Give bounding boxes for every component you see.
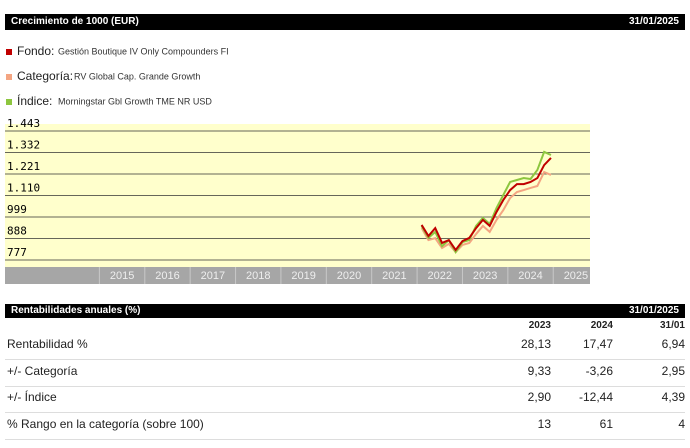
y-tick-label: 1.110 [7, 182, 40, 195]
x-tick-label: 2019 [291, 270, 315, 282]
row-label: +/- Índice [7, 390, 57, 404]
legend-swatch [6, 74, 12, 80]
series-line [420, 157, 552, 252]
column-header: 2023 [528, 320, 551, 331]
chart-header: Crecimiento de 1000 (EUR) 31/01/2025 [5, 14, 685, 30]
cell-value: 28,13 [520, 337, 551, 351]
cell-value: 17,47 [582, 337, 613, 351]
y-tick-label: 888 [7, 225, 27, 238]
series-line [420, 170, 552, 254]
x-tick-label: 2018 [246, 270, 270, 282]
row-label: % Rango en la categoría (sobre 100) [7, 416, 204, 431]
chart-title: Crecimiento de 1000 (EUR) [11, 16, 139, 27]
table-header: Rentabilidades anuales (%) 31/01/2025 [5, 304, 685, 318]
table-title: Rentabilidades anuales (%) [11, 305, 141, 316]
x-tick-label: 2015 [110, 270, 134, 282]
x-tick-label: 2024 [518, 270, 542, 282]
cell-value: 2,95 [661, 363, 685, 378]
table-date: 31/01/2025 [628, 305, 679, 316]
chart: Fondo: Gestión Boutique IV Only Compounde… [5, 44, 590, 284]
x-tick-label: 2021 [382, 270, 406, 282]
cell-value: 2,90 [527, 390, 551, 404]
cell-value: 6,94 [661, 337, 685, 351]
legend-name: Gestión Boutique IV Only Compounders FI [58, 46, 229, 56]
legend-name: Morningstar Gbl Growth TME NR USD [58, 96, 212, 106]
row-label: Rentabilidad % [7, 337, 88, 351]
column-header: 2024 [590, 320, 613, 331]
cell-value: 13 [537, 416, 551, 431]
x-tick-label: 2025 [564, 270, 588, 282]
legend-swatch [6, 49, 12, 55]
cell-value: -12,44 [578, 390, 613, 404]
cell-value: -3,26 [585, 363, 613, 378]
cell-value: 61 [599, 416, 613, 431]
cell-value: 4 [678, 416, 685, 431]
y-tick-label: 1.332 [7, 138, 40, 151]
series-line [420, 150, 552, 254]
row-separator [5, 412, 685, 413]
y-tick-label: 777 [7, 246, 27, 259]
y-tick-label: 999 [7, 203, 27, 216]
column-header: 31/01 [659, 320, 685, 331]
x-tick-label: 2020 [337, 270, 361, 282]
row-label: +/- Categoría [7, 363, 78, 378]
y-tick-label: 1.443 [7, 117, 40, 130]
cell-value: 9,33 [527, 363, 551, 378]
x-tick-label: 2017 [201, 270, 225, 282]
row-separator [5, 359, 685, 360]
legend-swatch [6, 99, 12, 105]
x-tick-label: 2016 [155, 270, 179, 282]
cell-value: 4,39 [661, 390, 685, 404]
row-separator [5, 385, 685, 387]
legend-label: Índice: [17, 93, 52, 108]
chart-date: 31/01/2025 [628, 16, 679, 27]
legend-label: Categoría: [17, 69, 73, 83]
row-separator [5, 438, 685, 440]
x-axis-band [5, 267, 590, 284]
legend-label: Fondo: [17, 44, 54, 58]
legend-name: RV Global Cap. Grande Growth [74, 71, 200, 81]
x-tick-label: 2023 [473, 270, 497, 282]
x-tick-label: 2022 [428, 270, 452, 282]
y-tick-label: 1.221 [7, 160, 40, 173]
